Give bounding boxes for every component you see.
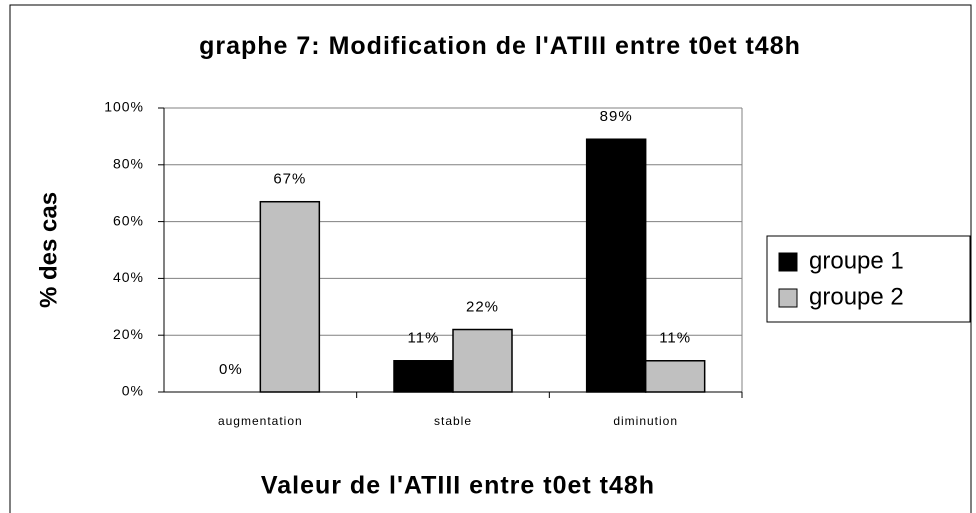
legend-box <box>766 235 971 323</box>
bar <box>644 360 706 393</box>
bar <box>393 360 454 393</box>
data-label: 22% <box>466 298 499 315</box>
legend-label: groupe 1 <box>809 247 904 274</box>
data-label: 67% <box>273 171 306 188</box>
y-tick-label: 0% <box>122 383 144 399</box>
legend-swatch <box>778 288 798 308</box>
bar <box>259 200 321 393</box>
chart-title: graphe 7: Modification de l'ATIII entre … <box>199 32 801 60</box>
data-label: 11% <box>408 330 440 347</box>
data-label: 89% <box>600 108 633 125</box>
y-tick-label: 60% <box>113 212 144 228</box>
legend-swatch <box>778 252 798 272</box>
bar <box>585 138 647 393</box>
x-tick-label: stable <box>434 414 472 428</box>
y-axis-label: % des cas <box>35 192 62 308</box>
legend-label: groupe 2 <box>809 283 904 310</box>
data-label: 0% <box>219 361 243 378</box>
data-label: 11% <box>659 330 691 347</box>
y-tick-label: 100% <box>104 99 144 115</box>
chart-frame <box>9 4 972 513</box>
x-tick-label: diminution <box>613 414 678 428</box>
y-tick-label: 40% <box>113 269 144 285</box>
x-axis-label: Valeur de l'ATIII entre t0et t48h <box>261 472 655 500</box>
y-tick-label: 80% <box>113 156 144 172</box>
x-tick-label: augmentation <box>218 414 303 428</box>
y-tick-label: 20% <box>113 326 144 342</box>
bar <box>452 328 513 393</box>
